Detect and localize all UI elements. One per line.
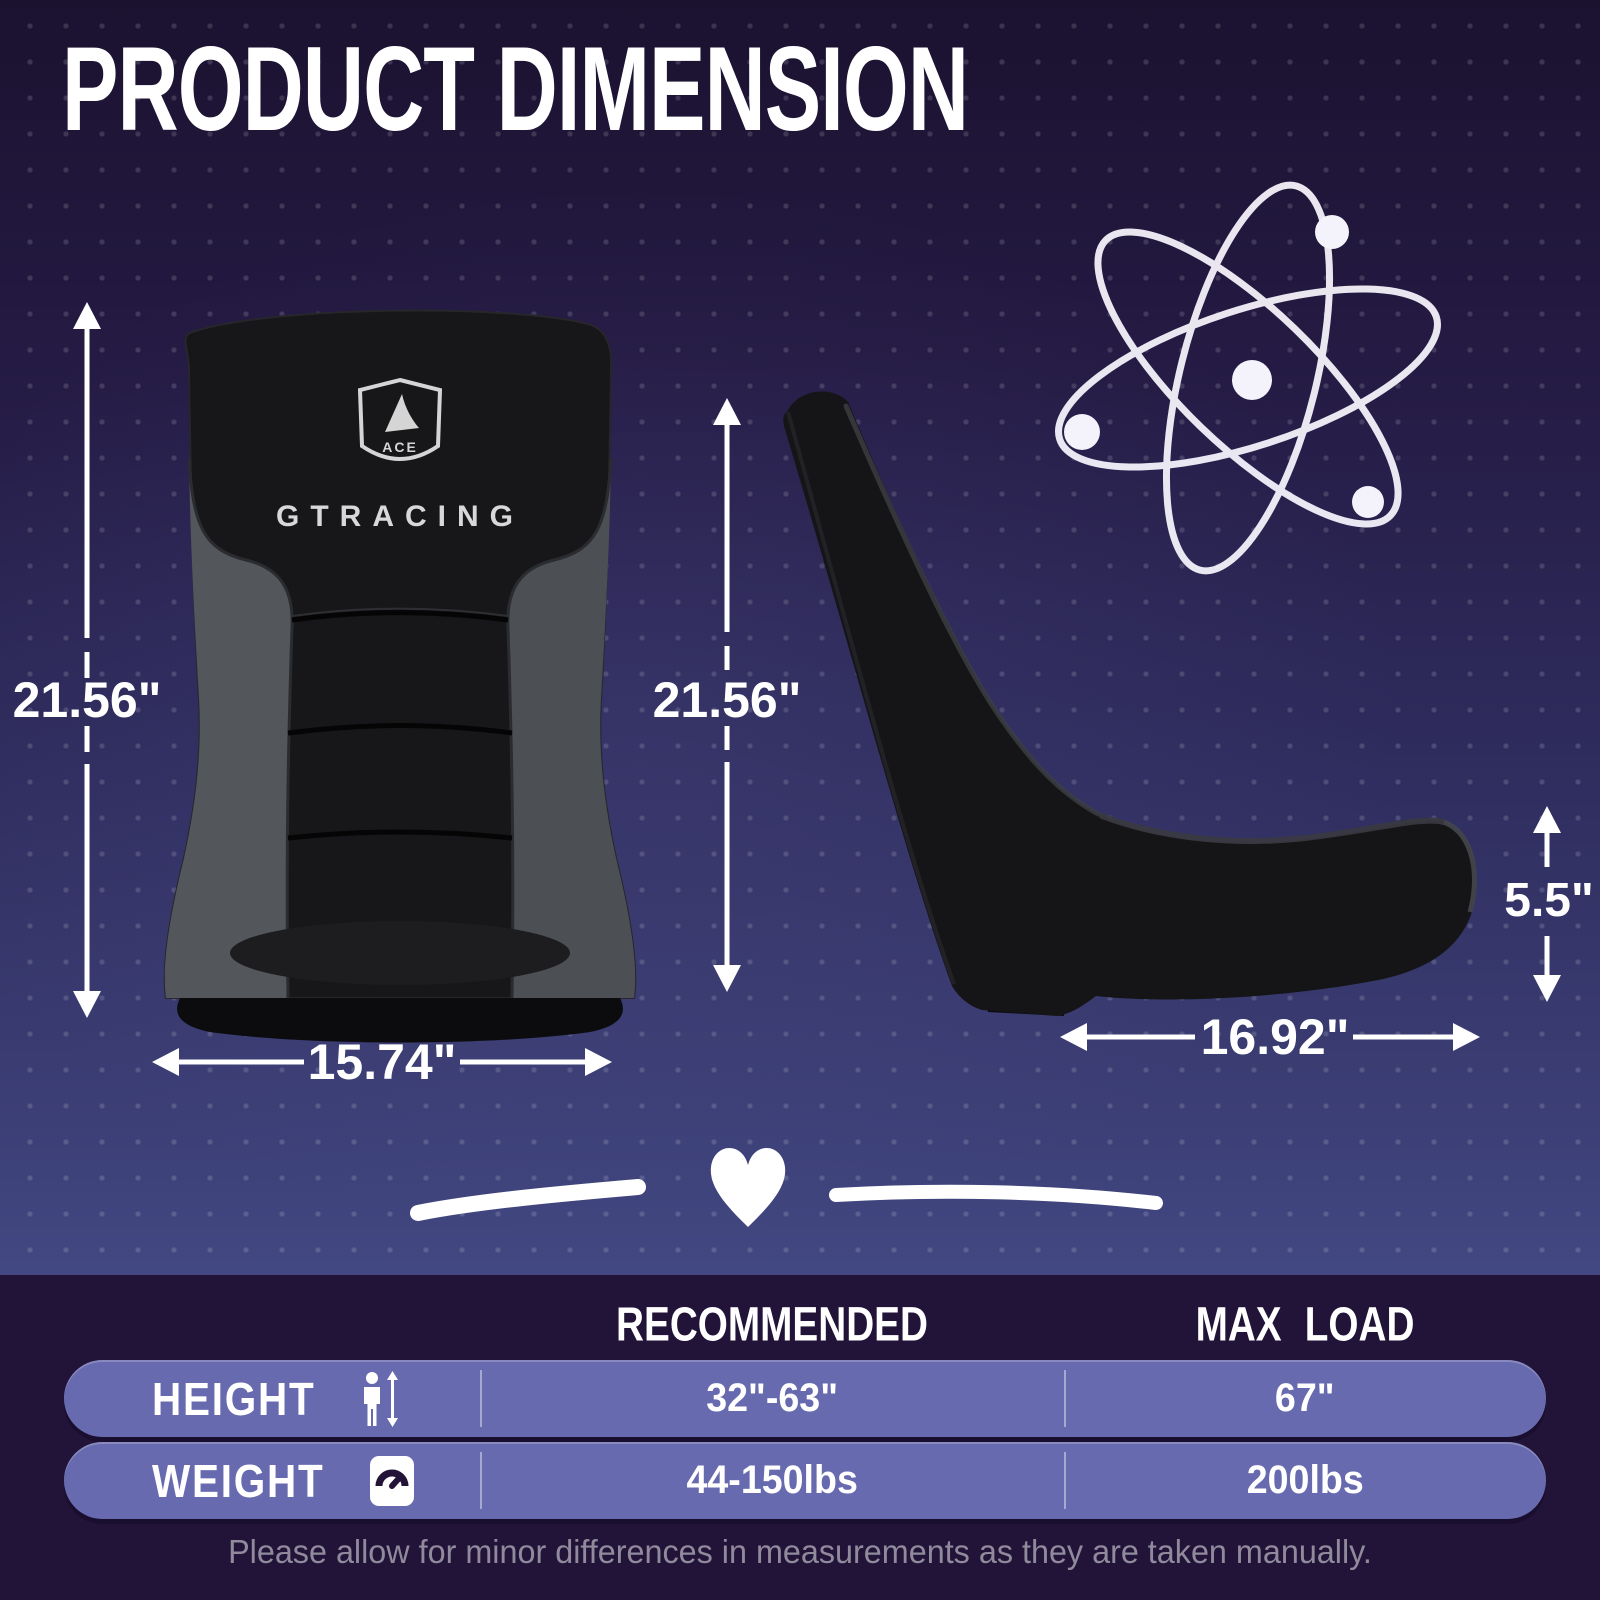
row-divider [480, 1452, 482, 1509]
height-recommended-value: 32"-63" [706, 1376, 838, 1420]
brand-logo: ACE [357, 377, 443, 461]
front-width-dimension-line [152, 1048, 612, 1076]
heart-divider [410, 1147, 1163, 1227]
weight-max-load-value: 200lbs [1246, 1458, 1364, 1502]
measurement-disclaimer: Please allow for minor differences in me… [228, 1533, 1372, 1570]
row-divider [1064, 1370, 1066, 1427]
chair-left-panel [164, 458, 293, 998]
brand-shield-label: ACE [382, 439, 418, 455]
row-label-height: HEIGHT [152, 1372, 316, 1425]
side-height-label: 21.56" [652, 672, 802, 728]
table-row-height: HEIGHT 32"-63" 67" [64, 1360, 1546, 1437]
atom-doodle-icon [1055, 181, 1441, 575]
chair-front-view: ACE GTRACING [163, 309, 637, 1043]
weight-scale-icon [368, 1454, 416, 1508]
front-height-dimension-line [73, 302, 101, 1018]
row-label-weight: WEIGHT [152, 1454, 325, 1507]
table-row-weight: WEIGHT 44-150lbs 200lbs [64, 1442, 1546, 1519]
height-max-load-value: 67" [1275, 1376, 1335, 1420]
brand-name: GTRACING [276, 500, 524, 533]
seat-height-dimension-line [1533, 806, 1561, 1002]
front-width-label: 15.74" [307, 1034, 457, 1090]
spec-table: RECOMMENDED MAX LOAD HEIGHT [0, 1275, 1600, 1600]
chair-right-panel [507, 458, 636, 998]
row-divider [1064, 1452, 1066, 1509]
page-title: PRODUCT DIMENSION [62, 23, 969, 157]
column-header-recommended: RECOMMENDED [616, 1297, 928, 1352]
person-height-icon [358, 1370, 404, 1427]
seat-height-label: 5.5" [1504, 874, 1594, 927]
depth-label: 16.92" [1200, 1009, 1350, 1065]
front-height-label: 21.56" [12, 672, 162, 728]
column-header-max-load: MAX LOAD [1195, 1297, 1415, 1352]
sail-icon [385, 394, 419, 432]
heart-icon [710, 1147, 786, 1227]
chair-side-view [783, 391, 1477, 1017]
weight-recommended-value: 44-150lbs [686, 1458, 858, 1502]
row-divider [480, 1370, 482, 1427]
side-height-dimension-line [713, 398, 741, 992]
depth-dimension-line [1060, 1023, 1480, 1051]
